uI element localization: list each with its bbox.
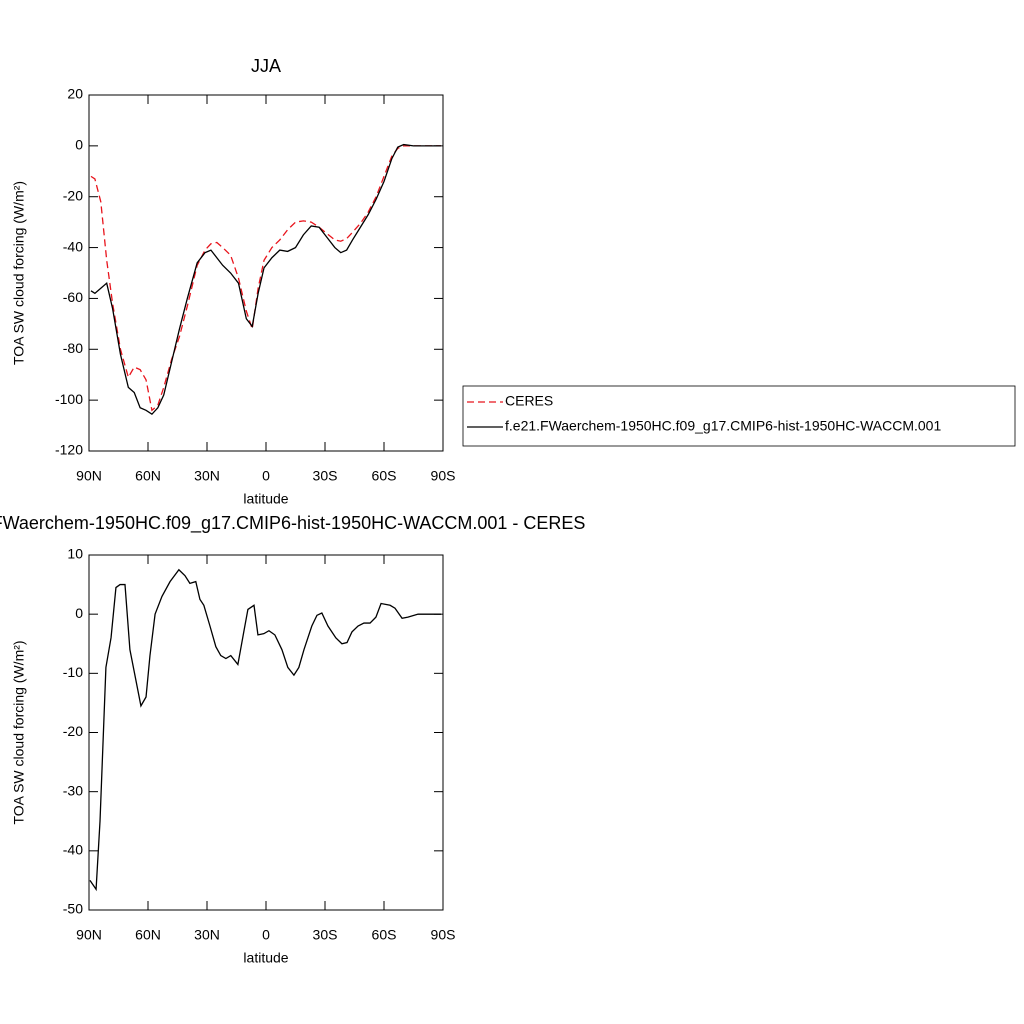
y-tick-label: -20 [63,187,83,203]
chart-title: JJA [251,56,281,76]
x-tick-label: 0 [262,927,270,943]
y-axis-label: TOA SW cloud forcing (W/m²) [11,640,27,824]
plot-frame [88,554,444,911]
y-tick-label: -40 [63,842,83,858]
x-tick-label: 60N [135,927,161,943]
y-tick-label: -120 [55,442,83,458]
y-tick-label: -60 [63,289,83,305]
legend-frame [462,385,1016,447]
chart-title: f.e21.FWaerchem-1950HC.f09_g17.CMIP6-his… [0,513,585,534]
legend-label: CERES [505,393,553,409]
y-tick-label: -40 [63,238,83,254]
data-line [89,568,442,892]
x-axis-label: latitude [243,950,288,966]
x-tick-label: 30S [313,468,338,484]
x-tick-label: 90N [76,468,102,484]
x-tick-label: 90S [431,927,456,943]
y-tick-label: 0 [75,137,83,153]
x-tick-label: 60S [372,468,397,484]
x-axis-label: latitude [243,491,288,507]
legend-label: f.e21.FWaerchem-1950HC.f09_g17.CMIP6-his… [505,418,941,434]
y-tick-label: -100 [55,391,83,407]
x-tick-label: 60N [135,468,161,484]
x-tick-label: 30S [313,927,338,943]
x-tick-label: 60S [372,927,397,943]
legend: CERES f.e21.FWaerchem-1950HC.f09_g17.CMIP… [462,385,1016,447]
data-line [90,143,442,415]
x-tick-label: 0 [262,468,270,484]
plot-frame [88,94,444,452]
x-tick-label: 90N [76,927,102,943]
x-tick-label: 30N [194,927,220,943]
y-tick-label: -50 [63,901,83,917]
y-tick-label: -80 [63,340,83,356]
y-tick-label: 10 [67,546,83,562]
x-tick-label: 30N [194,468,220,484]
y-tick-label: -10 [63,664,83,680]
y-tick-label: 0 [75,605,83,621]
y-tick-label: 20 [67,86,83,102]
y-tick-label: -20 [63,723,83,739]
data-line [90,145,442,412]
y-tick-label: -30 [63,782,83,798]
y-axis-label: TOA SW cloud forcing (W/m²) [11,181,27,365]
x-tick-label: 90S [431,468,456,484]
